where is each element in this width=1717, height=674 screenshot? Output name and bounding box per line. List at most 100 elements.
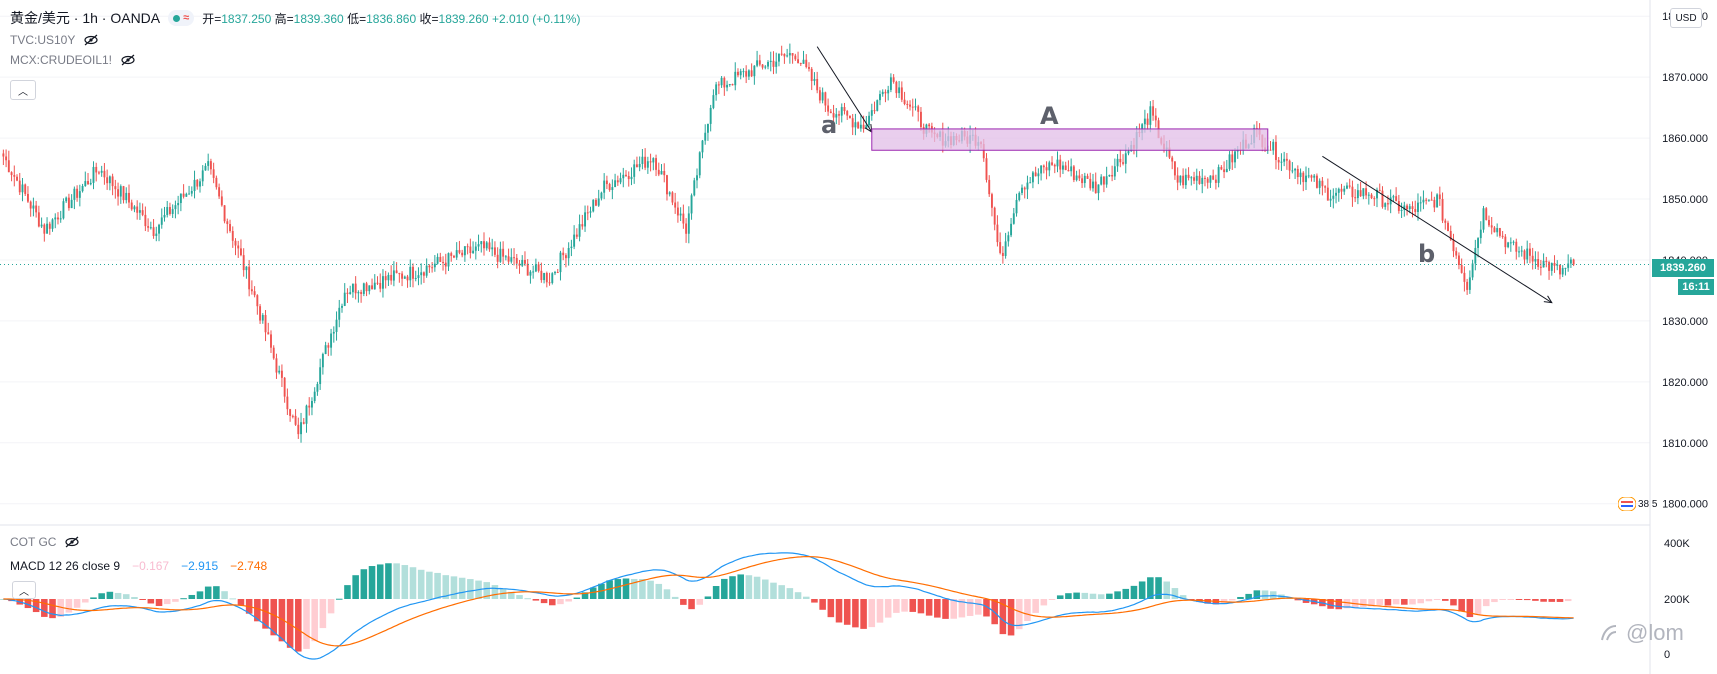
macd-axis[interactable]: 400K 200K 0	[1664, 538, 1690, 661]
candle-body	[1072, 166, 1075, 181]
candle-body	[412, 266, 414, 279]
candle-body	[466, 246, 469, 248]
macd-legend[interactable]: MACD 12 26 close 9 −0.167 −2.915 −2.748	[10, 559, 271, 573]
cot-indicator[interactable]: COT GC	[10, 535, 80, 549]
macd-hist-bar	[1523, 599, 1531, 601]
arrow-a[interactable]	[816, 46, 873, 133]
macd-hist-bar	[1458, 599, 1465, 612]
candle-body	[319, 367, 322, 385]
candle-body	[797, 59, 800, 64]
candle-body	[1534, 259, 1537, 262]
macd-hist-bar	[221, 591, 228, 599]
macd-hist-bar	[1409, 599, 1416, 605]
candle-body	[278, 370, 281, 373]
candle-body	[371, 285, 373, 290]
macd-hist-bar	[966, 599, 974, 616]
macd-hist-bar	[368, 566, 376, 599]
candle-body	[633, 164, 636, 177]
market-status-badge[interactable]: ≈	[168, 10, 195, 26]
macd-hist-bar	[1171, 588, 1179, 599]
arrow-b[interactable]	[1322, 155, 1553, 304]
candle-body	[1171, 157, 1174, 162]
candle-body	[1119, 158, 1122, 163]
candle-body	[24, 184, 27, 194]
overlay-us10y[interactable]: TVC:US10Y	[10, 33, 99, 47]
collapse-legend-button[interactable]: ︿	[10, 80, 36, 100]
candle-body	[739, 71, 742, 76]
macd-hist-bar	[1294, 599, 1302, 601]
candle-body	[857, 122, 860, 129]
macd-hist-bar	[1368, 599, 1375, 607]
candle-body	[365, 283, 368, 292]
change-value: +2.010 (+0.11%)	[491, 11, 581, 26]
macd-hist-bar	[65, 599, 73, 613]
eye-hidden-icon[interactable]	[64, 536, 80, 548]
candle-body	[215, 177, 218, 188]
candle-body	[311, 400, 313, 408]
symbol-title[interactable]: 黄金/美元 · 1h · OANDA	[10, 10, 161, 26]
candle-body	[1561, 268, 1564, 275]
macd-hist-bar	[811, 599, 818, 603]
macd-signal-line	[3, 556, 1574, 647]
macd-hist-bar	[802, 596, 810, 599]
candle-body	[1493, 227, 1496, 233]
candle-body	[1149, 106, 1152, 125]
currency-button[interactable]: USD	[1670, 8, 1702, 28]
candle-body	[982, 144, 985, 159]
candle-body	[548, 282, 551, 284]
macd-hist-bar	[614, 579, 622, 599]
candle-body	[1190, 177, 1193, 179]
candle-body	[824, 92, 827, 106]
eye-hidden-icon[interactable]	[83, 34, 99, 46]
candle-body	[220, 196, 223, 206]
candle-body	[1075, 175, 1078, 181]
candle-body	[1376, 189, 1378, 199]
candle-body	[786, 55, 789, 57]
collapse-macd-button[interactable]: ︿	[12, 581, 36, 599]
close-label: 收	[419, 11, 432, 26]
candle-body	[1537, 259, 1540, 267]
candle-body	[1280, 161, 1283, 163]
candle-body	[794, 55, 797, 60]
flag-icon	[1618, 497, 1636, 511]
eye-hidden-icon[interactable]	[120, 54, 136, 66]
candle-body	[917, 106, 920, 112]
candle-body	[756, 60, 759, 66]
macd-hist-bar	[852, 599, 859, 628]
candle-body	[1225, 168, 1228, 173]
candle-body	[417, 275, 420, 279]
candle-body	[338, 307, 341, 320]
candle-body	[382, 276, 384, 289]
candle-body	[302, 422, 305, 424]
candle-body	[1275, 141, 1277, 160]
candle-body	[731, 84, 734, 86]
macd-hist-bar	[295, 599, 302, 652]
candle-body	[1438, 194, 1441, 199]
price-tick-label: 1810.000	[1662, 438, 1708, 450]
candle-body	[95, 166, 98, 173]
candle-body	[485, 242, 488, 249]
watermark: @lom	[1598, 620, 1684, 646]
candle-body	[1029, 182, 1032, 184]
market-open-dot	[173, 14, 181, 22]
macd-hist-bar	[1499, 599, 1506, 600]
candle-body	[234, 240, 237, 246]
flag-marker[interactable]: 38 5	[1618, 497, 1657, 511]
macd-hist-bar	[1130, 585, 1138, 599]
candle-body	[136, 206, 139, 213]
macd-hist-bar	[1024, 599, 1031, 622]
macd-hist-bar	[1401, 599, 1408, 605]
macd-hist-bar	[139, 599, 146, 600]
range-box-A[interactable]	[871, 128, 1269, 151]
overlay-crudeoil[interactable]: MCX:CRUDEOIL1!	[10, 53, 136, 67]
candle-body	[1086, 175, 1089, 179]
candle-body	[715, 84, 718, 96]
candle-body	[387, 274, 390, 281]
macd-line	[3, 552, 1574, 660]
candle-body	[726, 84, 729, 88]
candle-body	[147, 226, 150, 228]
candle-body	[1466, 281, 1469, 290]
candle-body	[1269, 149, 1272, 151]
macd-hist-bar	[778, 585, 785, 599]
